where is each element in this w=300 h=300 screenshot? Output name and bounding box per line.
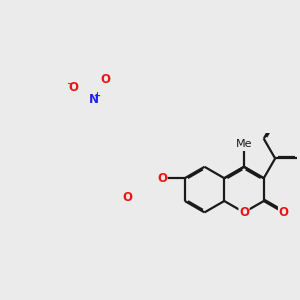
Text: +: +: [93, 91, 100, 100]
Text: O: O: [157, 172, 167, 185]
Text: O: O: [123, 191, 133, 204]
Text: Me: Me: [236, 139, 252, 149]
Text: N: N: [88, 93, 99, 106]
Text: O: O: [100, 73, 110, 86]
Text: O: O: [278, 206, 289, 219]
Text: O: O: [69, 81, 79, 94]
Text: −: −: [66, 79, 73, 88]
Text: O: O: [239, 206, 249, 219]
